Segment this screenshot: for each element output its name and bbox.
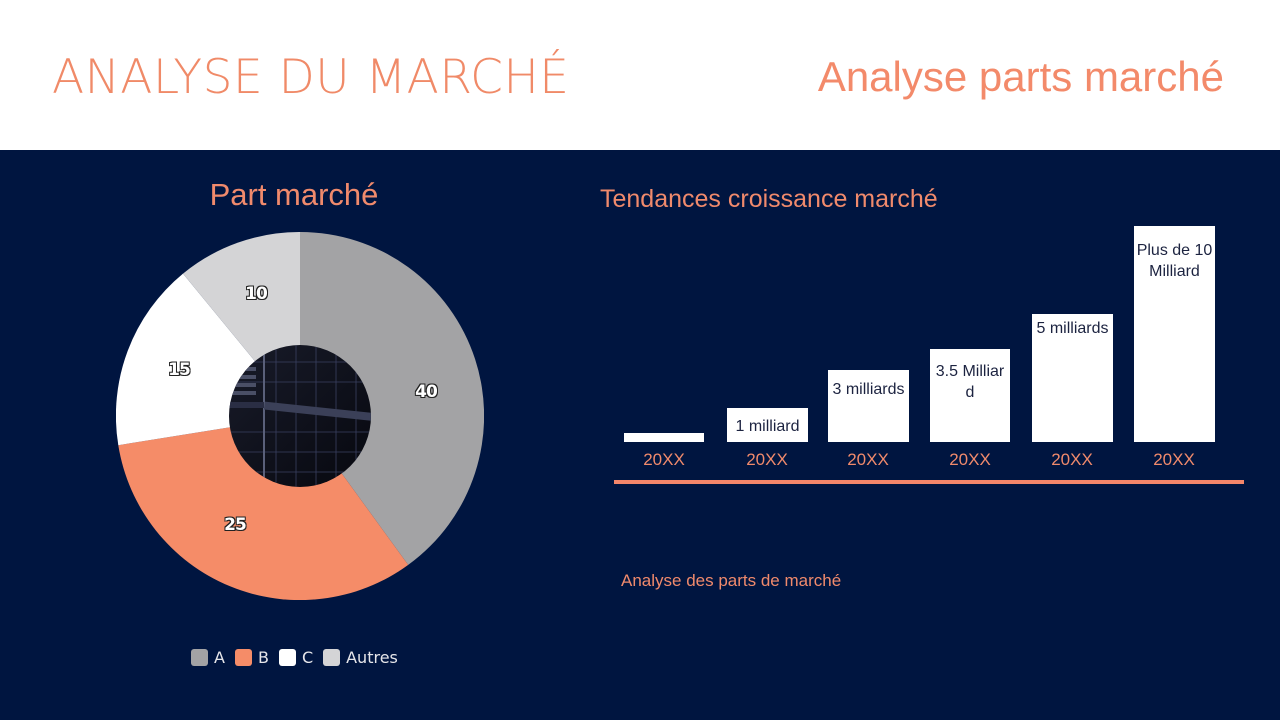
legend-label: Autres [346, 648, 398, 667]
bar-chart: 1 milliard 3 milliards 3.5 Milliard 5 mi… [614, 220, 1244, 490]
donut-chart: 40 25 15 10 [116, 232, 484, 600]
legend-swatch-a [191, 649, 208, 666]
x-tick-label: 20XX [643, 450, 685, 469]
legend-item-a: A [191, 648, 225, 667]
center-screen-image [229, 345, 371, 487]
legend-item-b: B [234, 648, 269, 667]
bar-5: 5 milliards [1032, 314, 1113, 442]
legend-swatch-c [278, 649, 296, 666]
pie-slice-b [118, 416, 409, 600]
legend-label: A [214, 648, 225, 667]
bar-2: 1 milliard [727, 408, 808, 442]
bar-4: 3.5 Milliard [930, 349, 1010, 442]
x-tick-label: 20XX [949, 450, 991, 469]
pie-label-a: 40 [415, 382, 438, 402]
legend-item-c: C [278, 648, 314, 667]
pie-label-c: 15 [168, 360, 191, 380]
pie-label-b: 25 [224, 515, 247, 535]
bar-6: Plus de 10 Milliard [1134, 226, 1215, 442]
slide-subtitle: Analyse parts marché [817, 53, 1224, 100]
slide-title: ANALYSE DU MARCHÉ [52, 50, 570, 105]
bar-3: 3 milliards [828, 370, 909, 442]
legend-swatch-b [234, 649, 252, 666]
bar-chart-caption: Analyse des parts de marché [621, 571, 842, 590]
x-tick-label: 20XX [1051, 450, 1093, 469]
pie-label-autres: 10 [245, 284, 268, 304]
x-axis-line [614, 480, 1244, 484]
x-tick-label: 20XX [847, 450, 889, 469]
bar-1 [624, 433, 704, 442]
pie-legend: A B C Autres [191, 648, 408, 667]
x-tick-label: 20XX [746, 450, 788, 469]
legend-swatch-autres [323, 649, 341, 666]
legend-label: C [301, 648, 314, 667]
pie-slice-a [300, 232, 484, 565]
donut-chart-svg [116, 232, 484, 600]
slide-header: ANALYSE DU MARCHÉ Analyse parts marché [0, 0, 1280, 150]
x-tick-label: 20XX [1153, 450, 1195, 469]
bar-chart-title: Tendances croissance marché [600, 185, 938, 213]
legend-label: B [257, 648, 269, 667]
pie-chart-title: Part marché [209, 177, 379, 212]
legend-item-autres: Autres [323, 648, 398, 667]
